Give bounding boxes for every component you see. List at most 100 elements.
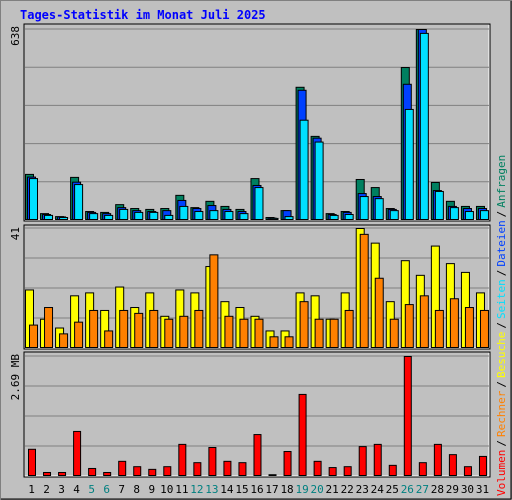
bar [434, 190, 444, 220]
bar [344, 214, 354, 221]
x-tick-label: 17 [265, 483, 278, 496]
bar [223, 460, 232, 476]
bar [254, 187, 264, 221]
bar [344, 309, 354, 349]
bar [149, 211, 159, 221]
bar [254, 318, 264, 349]
x-tick-label: 4 [73, 483, 80, 496]
bar [239, 213, 249, 221]
bar [269, 217, 279, 220]
bar [283, 451, 292, 476]
bar [284, 216, 294, 221]
bar [239, 318, 249, 349]
legend-separator: / [495, 322, 508, 329]
x-tick-label: 2 [43, 483, 50, 496]
bar [208, 447, 217, 477]
y-tick-label: 41 [9, 227, 22, 240]
bar [298, 393, 307, 476]
bar [329, 214, 339, 221]
x-tick-label: 29 [446, 483, 459, 496]
bar [314, 318, 324, 349]
bar [479, 210, 489, 221]
bar [193, 462, 202, 476]
bar [179, 205, 189, 221]
bar [89, 309, 99, 349]
bar [269, 336, 279, 349]
x-tick-label: 7 [118, 483, 125, 496]
bar [133, 466, 142, 477]
x-tick-label: 27 [416, 483, 429, 496]
bar [104, 214, 114, 221]
x-tick-label: 9 [148, 483, 155, 496]
bar [44, 214, 54, 221]
bar [29, 178, 38, 220]
bar [449, 207, 459, 220]
bar [448, 454, 457, 477]
x-tick-label: 13 [205, 483, 218, 496]
bar [434, 309, 444, 349]
bar [419, 295, 429, 349]
bar [388, 464, 397, 477]
bar [209, 254, 219, 348]
x-tick-label: 20 [311, 483, 324, 496]
bar [328, 467, 337, 476]
legend-separator: / [495, 381, 508, 388]
bar [433, 443, 442, 477]
x-tick-label: 28 [431, 483, 444, 496]
bar [374, 198, 384, 220]
legend-entry: Besuche [495, 332, 508, 378]
legend-entry: Anfragen [495, 155, 508, 208]
bar [104, 330, 114, 349]
legend-entry: Dateien [495, 220, 508, 266]
bar [358, 446, 367, 476]
bar [359, 196, 369, 220]
bar [343, 466, 352, 477]
x-tick-label: 10 [160, 483, 173, 496]
legend-separator: / [495, 270, 508, 277]
chart-title: Tages-Statistik im Monat Juli 2025 [20, 8, 266, 22]
bar [418, 462, 427, 476]
bar [134, 211, 144, 221]
x-tick-label: 12 [190, 483, 203, 496]
bar [449, 298, 459, 348]
legend-entry: Rechner [495, 390, 508, 437]
bar [313, 460, 322, 476]
bar [404, 108, 414, 220]
bar [253, 434, 262, 477]
x-tick-label: 18 [280, 483, 293, 496]
bar [478, 455, 487, 477]
x-tick-label: 30 [461, 483, 474, 496]
bar [178, 443, 187, 477]
bar [149, 309, 159, 349]
bar [373, 443, 382, 477]
bar [43, 471, 52, 477]
bar [404, 304, 414, 349]
bar [464, 211, 474, 221]
bar [194, 211, 204, 221]
bar [209, 210, 219, 221]
legend: Volumen / Rechner / Besuche / Seiten / Dateien / A… [495, 155, 508, 496]
x-tick-label: 25 [386, 483, 399, 496]
bar [479, 309, 489, 349]
bar [299, 301, 309, 349]
x-tick-label: 26 [401, 483, 414, 496]
x-tick-label: 3 [58, 483, 65, 496]
bar [314, 141, 324, 221]
bar [58, 471, 67, 477]
x-tick-label: 5 [88, 483, 95, 496]
bar [134, 312, 144, 349]
x-tick-label: 14 [220, 483, 234, 496]
x-tick-label: 21 [326, 483, 339, 496]
y-tick-label: 2.69 MB [9, 354, 22, 401]
bar [329, 318, 339, 349]
bar [224, 211, 234, 221]
bar [463, 466, 472, 477]
bar [268, 474, 277, 476]
x-tick-label: 23 [356, 483, 369, 496]
bar [179, 315, 189, 348]
bar [73, 430, 82, 477]
bar [238, 462, 247, 476]
y-tick-label: 638 [9, 26, 22, 46]
bar [148, 468, 157, 477]
